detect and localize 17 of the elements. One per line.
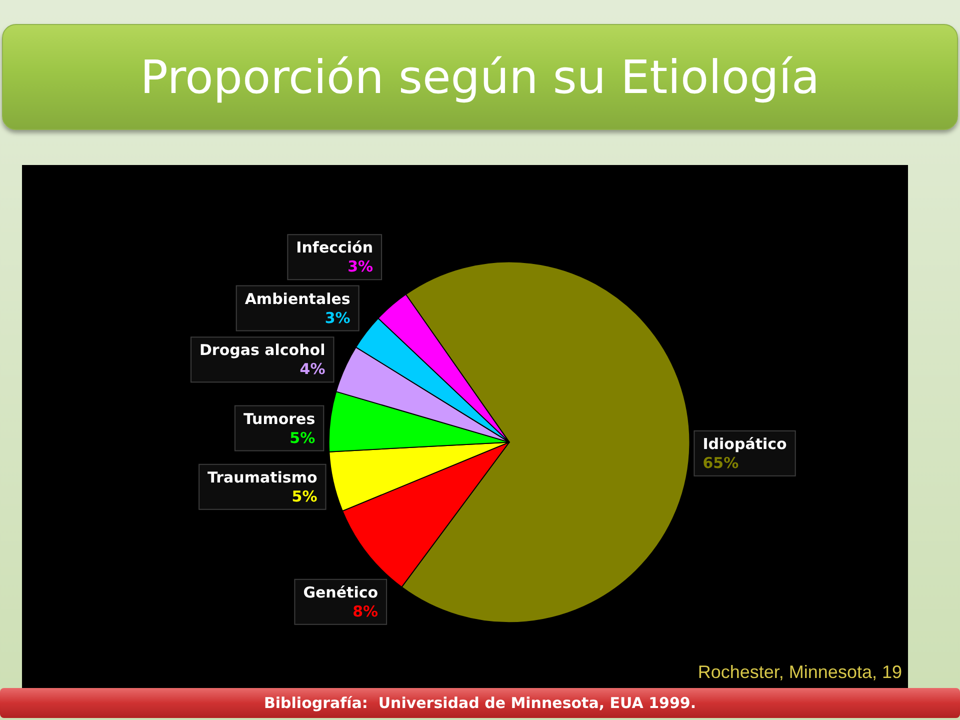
data-label: 4% [300,360,326,378]
data-label: 3% [324,308,350,327]
data-label: 5% [290,428,316,447]
slice-label: Genético [303,583,378,602]
slice-label: Infección [296,238,374,257]
chart-title: Proporción según su Etiología [2,24,958,130]
slice-label: Ambientales [244,290,350,308]
data-label: 65% [702,454,739,472]
slice-label: Idiopático [702,434,787,453]
slice-label: Tumores [243,410,316,428]
slice-label: Drogas alcohol [199,341,326,360]
text: Rochester, Minnesota, 19 [698,662,902,683]
data-label: 8% [352,602,378,620]
text: Bibliografía: Universidad de Minnesota, EUA 1999. [0,688,960,718]
data-label: 5% [292,487,318,506]
slice-label: Traumatismo [208,468,318,486]
data-label: 3% [348,258,374,276]
